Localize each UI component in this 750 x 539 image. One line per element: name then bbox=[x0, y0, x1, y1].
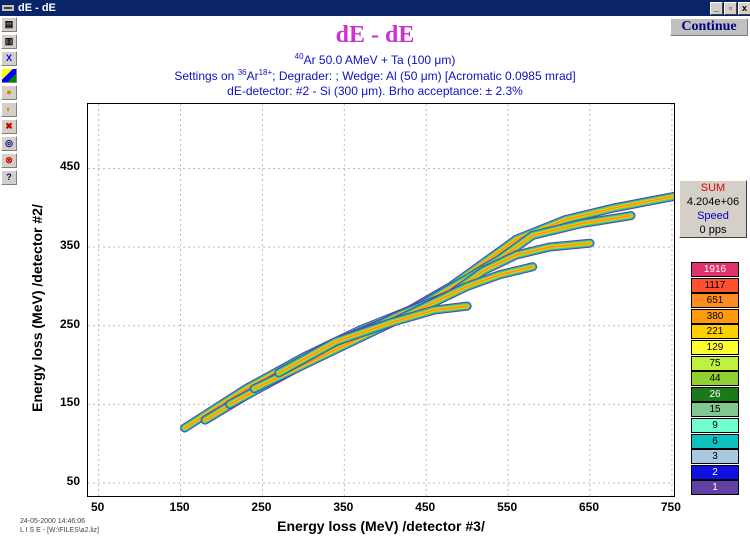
gate-icon[interactable]: ◐ bbox=[1, 102, 17, 117]
sum-panel: SUM 4.204e+06 Speed 0 pps bbox=[679, 180, 747, 238]
x-tick-label: 150 bbox=[169, 500, 190, 514]
legend-swatch: 651 bbox=[691, 293, 739, 309]
subtitle-detector: dE-detector: #2 - Si (300 μm). Brho acce… bbox=[227, 84, 523, 98]
ridge-4-layer-3 bbox=[251, 264, 536, 392]
speed-value: 0 pps bbox=[699, 224, 727, 236]
legend-swatch: 26 bbox=[691, 386, 739, 402]
legend-swatch: 2 bbox=[691, 464, 739, 480]
legend-swatch: 3 bbox=[691, 449, 739, 465]
y-tick-label: 250 bbox=[59, 316, 80, 331]
x-tick-label: 750 bbox=[660, 500, 681, 514]
legend-swatch: 221 bbox=[691, 324, 739, 340]
legend-swatch: 129 bbox=[691, 340, 739, 355]
close-button[interactable]: x bbox=[738, 2, 750, 15]
print-icon[interactable]: ▥ bbox=[1, 34, 17, 49]
title-bar: dE - dE _ ▫ x bbox=[0, 0, 750, 16]
x-tick-label: 250 bbox=[251, 500, 272, 514]
heatmap-plot bbox=[88, 104, 674, 496]
window-title: dE - dE bbox=[18, 2, 56, 14]
legend-swatch: 75 bbox=[691, 355, 739, 371]
legend-swatch: 1916 bbox=[691, 262, 739, 277]
zoom-icon[interactable]: ◎ bbox=[1, 136, 17, 151]
continue-button[interactable]: Continue bbox=[670, 18, 748, 36]
palette-icon[interactable] bbox=[1, 68, 17, 83]
footer-file: L I S E - [W:\FILES\a2.liz] bbox=[20, 527, 99, 534]
print-preview-icon[interactable]: ▤ bbox=[1, 17, 17, 32]
ridge-4-layer-5 bbox=[253, 266, 534, 390]
y-tick-label: 350 bbox=[59, 238, 80, 253]
x-tick-label: 350 bbox=[333, 500, 354, 514]
y-tick-label: 150 bbox=[59, 395, 80, 410]
legend-swatch: 15 bbox=[691, 402, 739, 418]
subtitle-settings: Settings on 36Ar18+; Degrader: ; Wedge: … bbox=[174, 68, 576, 83]
y-axis-label: Energy loss (MeV) /detector #2/ bbox=[29, 204, 45, 412]
projection-icon[interactable]: ● bbox=[1, 85, 17, 100]
legend-swatch: 1117 bbox=[691, 277, 739, 293]
minimize-button[interactable]: _ bbox=[710, 2, 723, 15]
sum-label: SUM bbox=[700, 182, 726, 194]
help-icon[interactable]: ? bbox=[1, 170, 17, 185]
legend-swatch: 1 bbox=[691, 480, 739, 496]
sum-value: 4.204e+06 bbox=[686, 196, 740, 208]
plot-title: dE - dE bbox=[335, 22, 415, 48]
restore-button[interactable]: ▫ bbox=[724, 2, 737, 15]
footer-timestamp: 24-05-2000 14:46:06 bbox=[20, 518, 85, 525]
clear-icon[interactable]: ⊗ bbox=[1, 153, 17, 168]
x-tick-label: 550 bbox=[497, 500, 518, 514]
ridge-5-layer-5 bbox=[278, 305, 468, 374]
legend-swatch: 380 bbox=[691, 308, 739, 324]
legend-swatch: 6 bbox=[691, 433, 739, 449]
x-tick-label: 450 bbox=[415, 500, 436, 514]
cut-icon[interactable]: ✖ bbox=[1, 119, 17, 134]
plot-area[interactable] bbox=[87, 103, 675, 497]
footer: 24-05-2000 14:46:06 L I S E - [W:\FILES\… bbox=[20, 517, 99, 535]
subtitle-reaction: 40Ar 50.0 AMeV + Ta (100 μm) bbox=[294, 52, 456, 67]
y-tick-label: 450 bbox=[59, 159, 80, 174]
x-axis-label: Energy loss (MeV) /detector #3/ bbox=[277, 518, 485, 534]
y-tick-label: 50 bbox=[66, 474, 80, 489]
speed-label: Speed bbox=[697, 210, 729, 222]
x-tick-label: 50 bbox=[90, 500, 105, 514]
app-icon bbox=[2, 5, 14, 11]
x-tick-label: 650 bbox=[578, 500, 600, 514]
legend-swatch: 9 bbox=[691, 418, 739, 433]
legend-swatch: 44 bbox=[691, 371, 739, 387]
x-axis-icon[interactable]: X bbox=[1, 51, 17, 66]
